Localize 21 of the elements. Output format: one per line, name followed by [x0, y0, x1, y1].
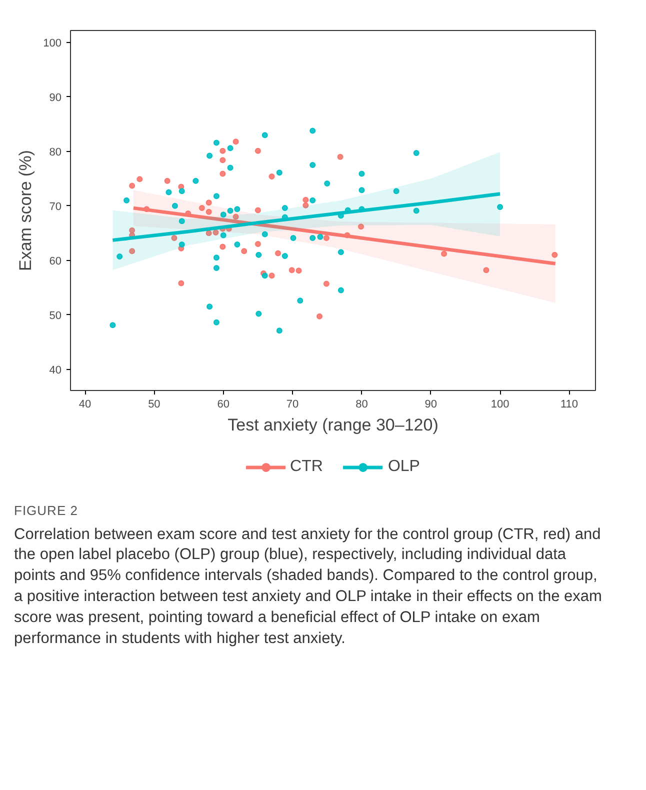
- y-axis-title: Exam score (%): [16, 150, 36, 271]
- y-tick-label: 70: [49, 200, 62, 213]
- y-tick-label: 50: [49, 310, 62, 322]
- y-tick-label: 60: [49, 255, 62, 268]
- text: Correlation between exam score and test anxiety for the control group (CTR, red) and the open label placebo (OLP) group (blue), respectively, including individual data points and 95% confidence intervals (shaded bands). Compared to the control group, a positive interaction between test anxiety and OLP intake in their effects on the exam score was present, pointing toward a beneficial effect of OLP intake on exam performance in students with higher test anxiety.: [14, 524, 603, 650]
- x-tick-label: 90: [424, 398, 438, 410]
- caption: FIGURE 2: [14, 502, 79, 520]
- x-tick-label: 40: [78, 398, 92, 410]
- y-tick-label: 90: [49, 92, 62, 104]
- legend-label: CTR: [290, 458, 323, 476]
- y-tick-label: 80: [49, 146, 62, 158]
- x-tick-label: 50: [148, 398, 160, 410]
- x-tick-label: 80: [356, 398, 368, 410]
- x-tick-label: 70: [286, 398, 299, 410]
- x-axis-title: Test anxiety (range 30–120): [228, 416, 438, 434]
- legend-label: OLP: [388, 458, 420, 476]
- x-tick-label: 100: [490, 398, 510, 410]
- x-tick-label: 110: [560, 398, 578, 410]
- x-tick-label: 60: [217, 398, 230, 410]
- y-tick-label: 40: [49, 364, 62, 376]
- y-tick-label: 100: [43, 37, 62, 50]
